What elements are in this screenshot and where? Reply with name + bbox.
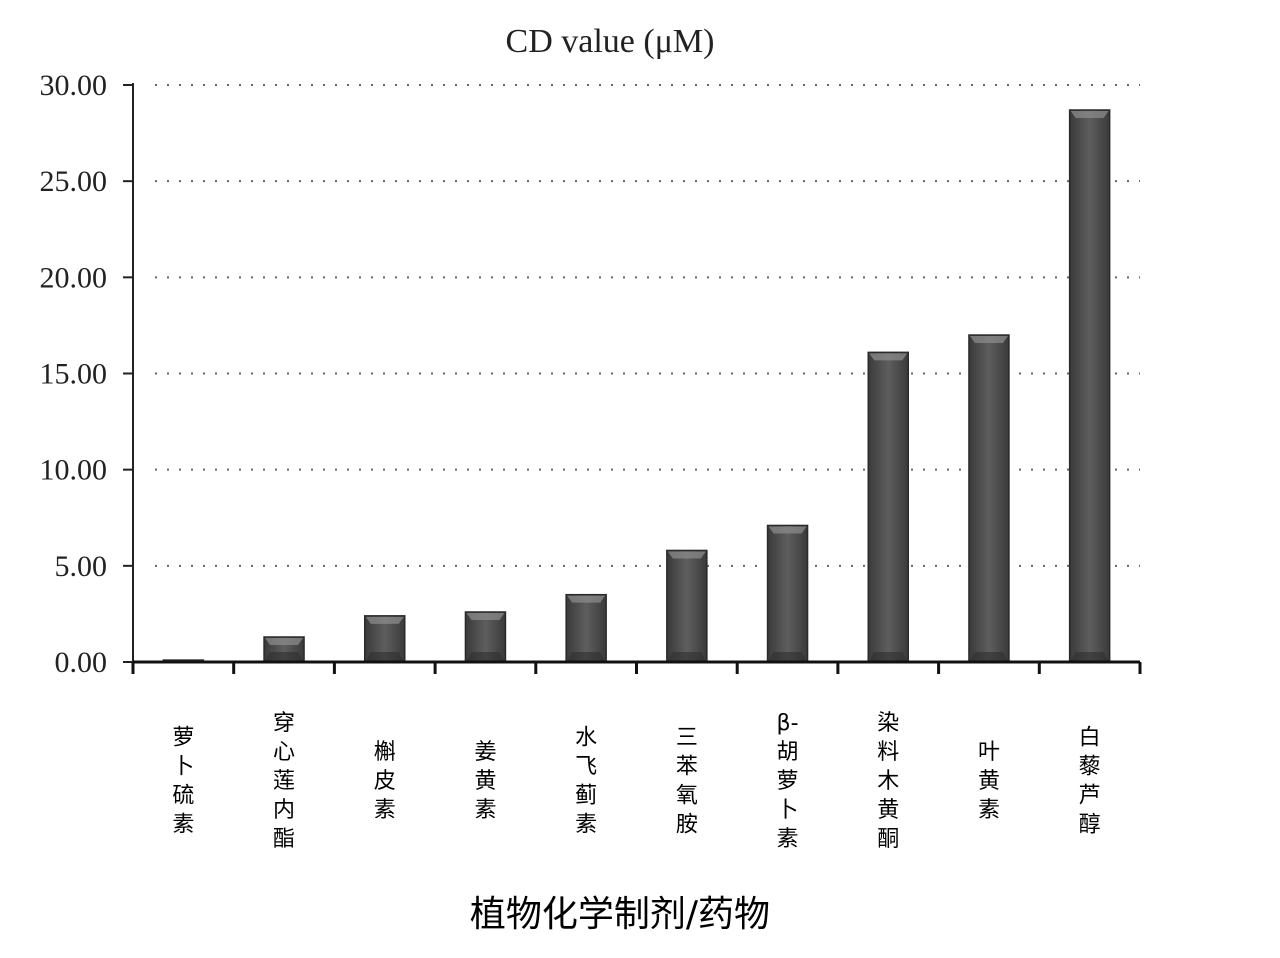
bar xyxy=(364,615,406,663)
grid-lines xyxy=(155,84,1140,567)
bar xyxy=(766,524,809,663)
y-tick-label: 15.00 xyxy=(40,358,108,391)
bar xyxy=(867,351,909,663)
bar xyxy=(1068,109,1111,663)
bar xyxy=(263,636,305,663)
axes xyxy=(123,83,1142,674)
x-category-label: 槲皮素 xyxy=(374,740,396,823)
bar xyxy=(666,549,708,663)
bars xyxy=(162,109,1111,663)
y-tick-label: 0.00 xyxy=(55,646,108,679)
bar xyxy=(968,334,1010,663)
y-tick-label: 30.00 xyxy=(40,69,108,102)
y-tick-label: 25.00 xyxy=(40,165,108,198)
x-category-label: 萝卜硫素 xyxy=(172,726,194,838)
bar xyxy=(464,611,507,663)
x-category-label: 染料木黄酮 xyxy=(877,711,899,852)
x-category-label: 姜黄素 xyxy=(474,740,496,823)
y-tick-labels: 0.00 5.00 10.00 15.00 20.00 25.00 30.00 xyxy=(40,69,108,679)
x-axis-title: 植物化学制剂/药物 xyxy=(470,894,770,935)
x-category-label: 叶黄素 xyxy=(978,740,1000,823)
x-category-labels: 萝卜硫素 穿心莲内酯 槲皮素 姜黄素 水飞蓟素 三苯氧胺 β-胡萝卜素 染料木黄酮 叶黄素 白藜芦… xyxy=(172,711,1100,852)
y-tick-label: 5.00 xyxy=(55,550,108,583)
x-category-label: β-胡萝卜素 xyxy=(777,711,799,852)
y-tick-label: 10.00 xyxy=(40,454,108,487)
x-category-label: 三苯氧胺 xyxy=(676,726,698,838)
bar xyxy=(565,593,607,663)
y-tick-label: 20.00 xyxy=(40,261,108,294)
x-category-label: 水飞蓟素 xyxy=(575,726,597,838)
chart-title: CD value (μM) xyxy=(506,23,715,60)
x-category-label: 穿心莲内酯 xyxy=(273,711,295,852)
x-category-label: 白藜芦醇 xyxy=(1079,726,1101,838)
